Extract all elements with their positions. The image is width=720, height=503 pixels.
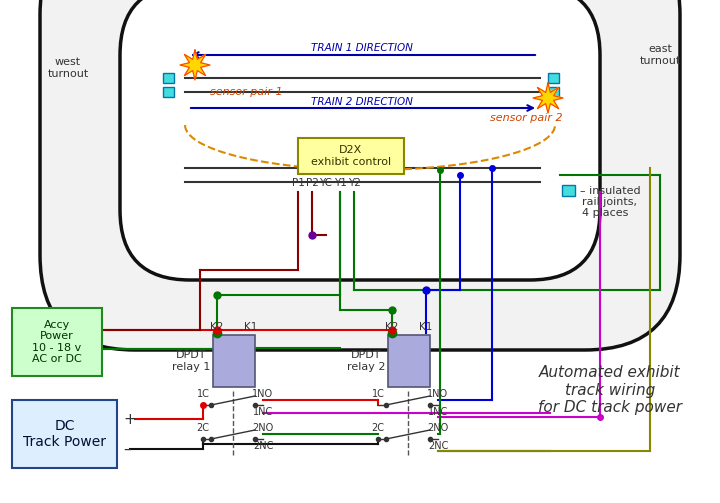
- FancyBboxPatch shape: [163, 73, 174, 83]
- Text: 1NC: 1NC: [253, 407, 273, 417]
- Text: Y2: Y2: [348, 178, 361, 188]
- FancyBboxPatch shape: [298, 138, 404, 174]
- Text: YC: YC: [320, 178, 333, 188]
- Text: east
turnout: east turnout: [639, 44, 680, 66]
- Text: 2NO: 2NO: [253, 423, 274, 433]
- Text: – insulated: – insulated: [580, 186, 641, 196]
- Text: DPDT
relay 1: DPDT relay 1: [172, 350, 210, 372]
- Text: K2: K2: [210, 322, 224, 332]
- FancyBboxPatch shape: [12, 308, 102, 376]
- Text: 2NC: 2NC: [253, 441, 273, 451]
- Text: 1NC: 1NC: [428, 407, 448, 417]
- FancyBboxPatch shape: [562, 185, 575, 196]
- FancyBboxPatch shape: [163, 87, 174, 97]
- Text: 2C: 2C: [372, 423, 384, 433]
- FancyBboxPatch shape: [388, 335, 430, 387]
- Polygon shape: [180, 50, 210, 80]
- Text: +: +: [123, 411, 136, 427]
- FancyBboxPatch shape: [12, 400, 117, 468]
- Text: Y1: Y1: [333, 178, 346, 188]
- Text: P1: P1: [292, 178, 305, 188]
- Text: DC
Track Power: DC Track Power: [23, 419, 106, 449]
- Text: TRAIN 1 DIRECTION: TRAIN 1 DIRECTION: [311, 43, 413, 53]
- FancyBboxPatch shape: [548, 87, 559, 97]
- Text: DPDT
relay 2: DPDT relay 2: [347, 350, 385, 372]
- Text: D2X
exhibit control: D2X exhibit control: [311, 145, 391, 167]
- Text: 4 places: 4 places: [582, 208, 629, 218]
- Polygon shape: [533, 83, 563, 113]
- Text: 2C: 2C: [197, 423, 210, 433]
- FancyBboxPatch shape: [120, 0, 600, 280]
- FancyBboxPatch shape: [213, 335, 255, 387]
- Text: 1C: 1C: [197, 389, 210, 399]
- Text: –: –: [123, 442, 130, 456]
- Text: K2: K2: [385, 322, 399, 332]
- Text: TRAIN 2 DIRECTION: TRAIN 2 DIRECTION: [311, 97, 413, 107]
- Text: Automated exhibit
track wiring
for DC track power: Automated exhibit track wiring for DC tr…: [538, 365, 682, 415]
- FancyBboxPatch shape: [548, 73, 559, 83]
- Text: K1: K1: [419, 322, 433, 332]
- Text: west
turnout: west turnout: [48, 57, 89, 79]
- Text: rail joints,: rail joints,: [582, 197, 637, 207]
- Text: K1: K1: [244, 322, 258, 332]
- Text: 1C: 1C: [372, 389, 384, 399]
- Text: P2: P2: [305, 178, 318, 188]
- Text: 2NC: 2NC: [428, 441, 448, 451]
- Text: 1NO: 1NO: [253, 389, 274, 399]
- Text: sensor pair 1: sensor pair 1: [210, 87, 283, 97]
- Text: 1NO: 1NO: [428, 389, 449, 399]
- Text: sensor pair 2: sensor pair 2: [490, 113, 562, 123]
- Text: Accy
Power
10 - 18 v
AC or DC: Accy Power 10 - 18 v AC or DC: [32, 319, 82, 364]
- FancyBboxPatch shape: [40, 0, 680, 350]
- Text: 2NO: 2NO: [428, 423, 449, 433]
